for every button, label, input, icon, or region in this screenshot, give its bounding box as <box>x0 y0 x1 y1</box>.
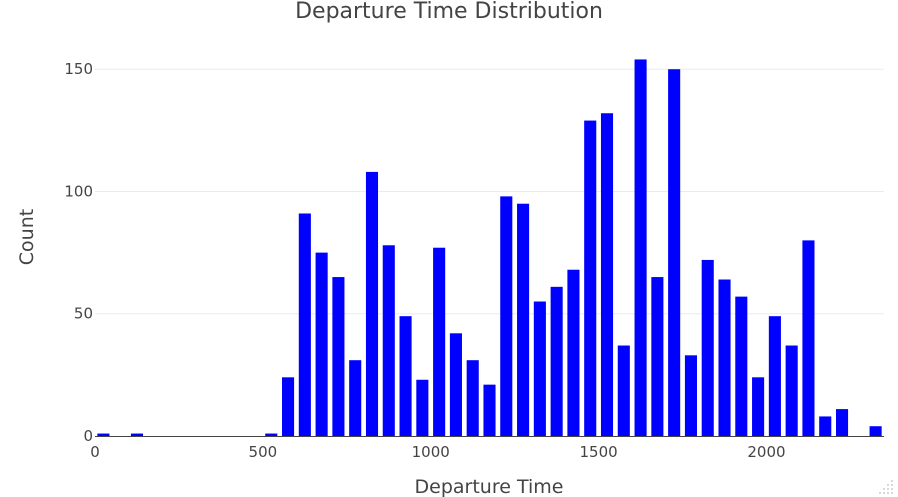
histogram-bar[interactable] <box>298 213 311 436</box>
histogram-bar[interactable] <box>416 379 429 436</box>
histogram-bar[interactable] <box>752 377 765 436</box>
histogram-bar[interactable] <box>449 333 462 436</box>
histogram-bar[interactable] <box>600 113 614 436</box>
x-axis-ticks: 0 500 1000 1500 2000 <box>90 443 785 461</box>
histogram-bar[interactable] <box>399 316 412 436</box>
histogram-bar[interactable] <box>365 171 379 436</box>
gridlines <box>95 68 884 315</box>
histogram-bar[interactable] <box>130 433 144 436</box>
histogram-bar[interactable] <box>684 355 697 436</box>
y-axis-title: Count <box>16 209 38 265</box>
x-axis-title: Departure Time <box>415 476 564 497</box>
histogram-bar[interactable] <box>265 433 278 436</box>
histogram-bar[interactable] <box>718 279 731 436</box>
histogram-bar[interactable] <box>617 345 630 436</box>
histogram-bar[interactable] <box>651 277 664 436</box>
histogram-bar[interactable] <box>433 247 446 436</box>
x-tick-label: 500 <box>249 443 278 461</box>
histogram-bar[interactable] <box>466 360 479 436</box>
histogram-bar[interactable] <box>567 269 580 436</box>
histogram-bar[interactable] <box>315 252 328 436</box>
histogram-bar[interactable] <box>483 384 496 436</box>
bars <box>97 59 882 437</box>
histogram-bar[interactable] <box>835 409 849 436</box>
histogram-bar[interactable] <box>701 259 714 436</box>
histogram-bar[interactable] <box>735 296 748 436</box>
x-tick-label: 1000 <box>412 443 450 461</box>
histogram-bar[interactable] <box>869 426 882 436</box>
x-tick-label: 2000 <box>747 443 785 461</box>
y-tick-label: 100 <box>64 182 93 200</box>
y-tick-label: 150 <box>64 60 93 78</box>
histogram-bar[interactable] <box>332 277 345 436</box>
histogram-bar[interactable] <box>97 433 110 436</box>
chart-title: Departure Time Distribution <box>295 0 603 24</box>
histogram-bar[interactable] <box>634 59 647 436</box>
y-axis-ticks: 0 50 100 150 <box>64 60 93 445</box>
histogram-bar[interactable] <box>768 316 781 436</box>
resize-grip-icon[interactable] <box>878 479 894 495</box>
x-tick-label: 0 <box>90 443 100 461</box>
histogram-bar[interactable] <box>282 377 295 436</box>
y-tick-label: 50 <box>74 305 93 323</box>
y-tick-label: 0 <box>83 427 93 445</box>
histogram-bar[interactable] <box>785 345 798 436</box>
histogram-bar[interactable] <box>533 301 546 436</box>
x-tick-label: 1500 <box>580 443 618 461</box>
histogram-bar[interactable] <box>819 416 832 436</box>
histogram-bar[interactable] <box>349 360 362 436</box>
histogram-bar[interactable] <box>500 196 513 436</box>
histogram-bar[interactable] <box>668 69 681 437</box>
histogram-bar[interactable] <box>550 286 563 436</box>
histogram-bar[interactable] <box>382 245 395 436</box>
histogram-bar[interactable] <box>802 240 815 436</box>
histogram-bar[interactable] <box>517 203 530 436</box>
histogram-bar[interactable] <box>584 120 597 437</box>
